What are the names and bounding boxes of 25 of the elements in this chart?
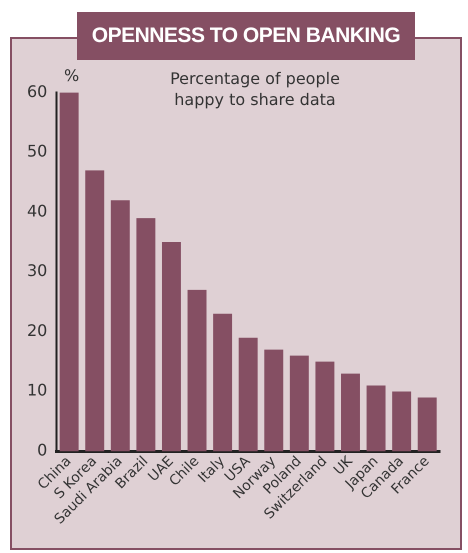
bar bbox=[162, 242, 181, 452]
y-tick-label: 0 bbox=[37, 440, 48, 460]
y-tick-label: 10 bbox=[27, 380, 48, 400]
bar bbox=[418, 398, 437, 452]
y-tick-label: 20 bbox=[27, 320, 48, 340]
bar bbox=[264, 350, 284, 452]
bar bbox=[392, 392, 412, 452]
y-tick-label: 30 bbox=[27, 261, 48, 280]
bar bbox=[188, 290, 207, 452]
bar bbox=[341, 374, 360, 452]
bar bbox=[290, 356, 309, 452]
bar bbox=[213, 314, 232, 452]
y-tick-label: 50 bbox=[27, 142, 48, 161]
bar bbox=[110, 200, 130, 452]
bar bbox=[238, 338, 258, 452]
bar bbox=[366, 386, 386, 452]
bar bbox=[85, 170, 104, 452]
y-tick-label: 60 bbox=[27, 82, 48, 101]
y-axis-title: % bbox=[64, 66, 80, 85]
bar bbox=[315, 362, 334, 452]
y-tick-label: 40 bbox=[27, 201, 48, 220]
bar bbox=[136, 218, 156, 452]
bar bbox=[60, 92, 79, 452]
chart-subtitle: Percentage of people happy to share data bbox=[169, 68, 341, 110]
chart-title: OPENNESS TO OPEN BANKING bbox=[77, 12, 415, 60]
